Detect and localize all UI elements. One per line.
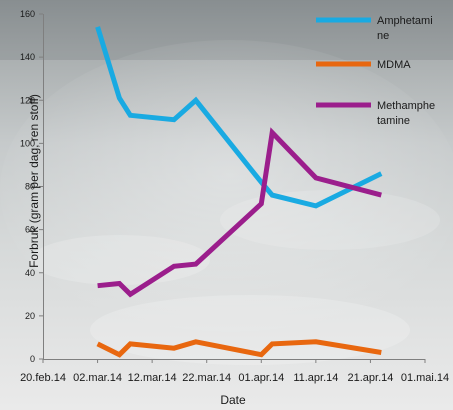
y-tick-label: 40 xyxy=(25,268,35,278)
x-tick-label: 21.apr.14 xyxy=(347,372,393,384)
y-tick-label: 80 xyxy=(25,182,35,192)
series-line-methamphetamine xyxy=(97,127,382,298)
y-tick-label: 0 xyxy=(30,354,35,364)
y-tick-label: 140 xyxy=(20,52,35,62)
y-tick-label: 60 xyxy=(25,225,35,235)
legend-label: ne xyxy=(377,30,389,42)
x-tick-label: 12.mar.14 xyxy=(128,372,177,384)
y-axis-label: Forbruk (gram per dag, ren stoff) xyxy=(27,94,41,268)
x-tick-label: 20.feb.14 xyxy=(20,372,66,384)
x-axis-ticks: 20.feb.14 02.mar.14 12.mar.14 22.mar.14 01.a… xyxy=(20,359,449,384)
series-line-amphetamine xyxy=(95,26,383,209)
y-tick-label: 160 xyxy=(20,9,35,19)
x-tick-label: 11.apr.14 xyxy=(293,372,338,384)
legend-label: tamine xyxy=(377,115,410,127)
x-tick-label: 22.mar.14 xyxy=(182,372,231,384)
x-tick-label: 01.mai.14 xyxy=(401,372,449,384)
y-axis-ticks: 0 20 40 60 80 100 120 140 160 xyxy=(20,9,43,364)
legend-label: Amphetami xyxy=(377,15,433,27)
legend: Amphetami ne MDMA Methamphe tamine xyxy=(316,15,435,127)
series-layer xyxy=(95,26,383,358)
legend-label: Methamphe xyxy=(377,100,435,112)
x-tick-label: 01.apr.14 xyxy=(238,372,284,384)
y-tick-label: 100 xyxy=(20,138,35,148)
legend-label: MDMA xyxy=(377,59,411,71)
x-axis-label: Date xyxy=(220,393,246,407)
y-tick-label: 20 xyxy=(25,311,35,321)
x-tick-label: 02.mar.14 xyxy=(73,372,122,384)
y-tick-label: 120 xyxy=(20,95,35,105)
series-line-mdma xyxy=(96,339,382,358)
